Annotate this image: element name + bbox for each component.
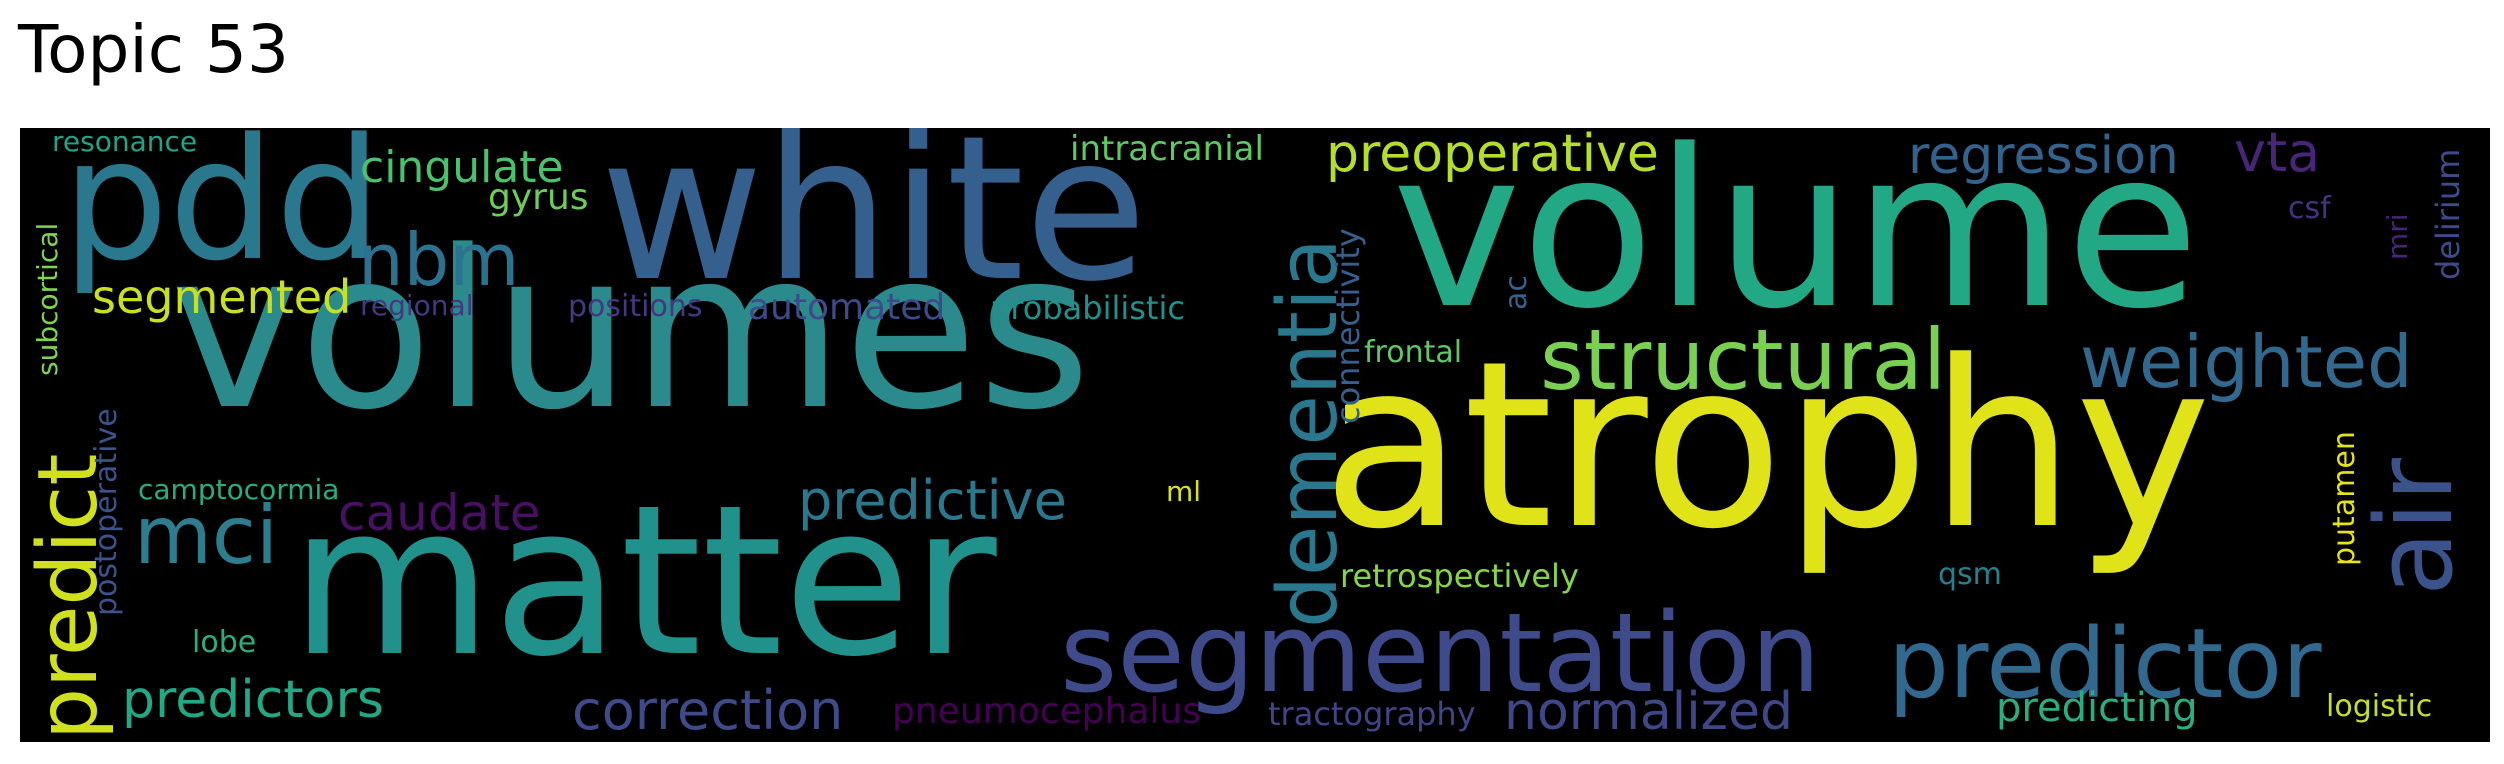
word-delirium: delirium (2429, 148, 2467, 280)
word-volumes: volumes (170, 205, 1092, 458)
word-structural: structural (1540, 311, 1947, 409)
word-caudate: caudate (338, 484, 541, 542)
word-logistic: logistic (2326, 689, 2433, 724)
word-cingulate: cingulate (360, 142, 564, 193)
word-regional: regional (360, 289, 474, 322)
word-air: air (2353, 458, 2476, 596)
word-frontal: frontal (1364, 335, 1463, 370)
word-weighted: weighted (2080, 320, 2413, 404)
word-resonance: resonance (52, 128, 198, 158)
word-normalized: normalized (1504, 682, 1793, 742)
word-matter: matter (290, 461, 997, 703)
word-correction: correction (572, 679, 844, 742)
word-segmented: segmented (92, 270, 352, 324)
word-subcortical: subcortical (31, 222, 64, 376)
word-predictors: predictors (122, 670, 384, 730)
word-vta: vta (2234, 128, 2321, 184)
word-automated: automated (748, 287, 946, 328)
word-probabilistic: probabilistic (990, 289, 1185, 327)
word-cloud: volumes atrophy volume white matter pdd … (20, 128, 2490, 742)
word-mri: mri (2381, 213, 2414, 260)
word-lobe: lobe (192, 625, 257, 660)
word-gyrus: gyrus (488, 177, 589, 218)
word-segmentation: segmentation (1060, 589, 1821, 717)
word-white: white (600, 128, 1148, 326)
word-preoperative: preoperative (1326, 128, 1659, 184)
word-connectivity: connectivity (1329, 228, 1367, 424)
page-title: Topic 53 (18, 11, 289, 88)
word-intracranial: intracranial (1070, 129, 1264, 169)
word-retrospectively: retrospectively (1340, 557, 1579, 595)
word-nbm: nbm (358, 218, 520, 302)
word-volume: volume (1392, 128, 2200, 357)
word-atrophy: atrophy (1322, 313, 2212, 580)
word-qsm: qsm (1938, 557, 2002, 592)
word-csf: csf (2288, 191, 2331, 226)
word-tractography: tractography (1268, 695, 1476, 733)
word-predicting: predicting (1996, 685, 2198, 731)
word-putamen: putamen (2327, 431, 2362, 566)
word-predictor: predictor (1888, 608, 2322, 720)
word-ac: ac (1499, 275, 1534, 310)
word-predictive: predictive (798, 469, 1067, 532)
word-pneumocephalus: pneumocephalus (892, 691, 1201, 732)
word-postoperative: postoperative (89, 408, 124, 616)
word-positions: positions (568, 289, 703, 324)
word-camptocormia: camptocormia (138, 473, 340, 506)
word-regression: regression (1908, 128, 2179, 186)
word-pdd: pdd (62, 128, 382, 298)
word-mci: mci (134, 489, 279, 582)
word-ml: ml (1166, 475, 1202, 508)
